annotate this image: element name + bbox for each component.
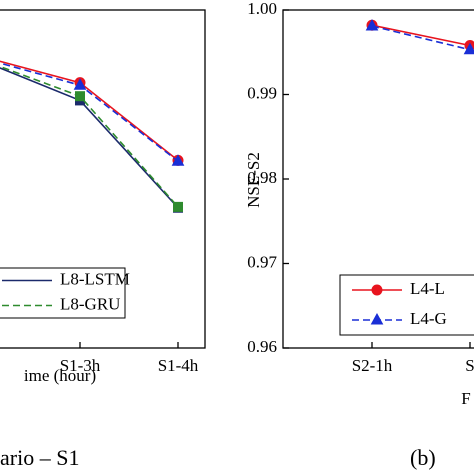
- y-tick-label: 0.98: [247, 168, 277, 187]
- legend-label: L8-LSTM: [60, 269, 130, 288]
- plot-area: [365, 19, 474, 55]
- y-tick-label: 0.96: [247, 337, 277, 356]
- plot-frame: [0, 9, 206, 349]
- x-tick-label: S1-3h: [60, 356, 101, 375]
- point: [371, 284, 383, 296]
- legend-label: L8-GRU: [60, 294, 120, 313]
- plot-area: [0, 60, 185, 213]
- caption: ario – S1: [0, 445, 79, 470]
- y-axis-label: NSE-S2: [244, 152, 263, 208]
- line: [0, 67, 179, 209]
- x-tick-label: S2-1h: [352, 356, 393, 375]
- x-axis-label: ime (hour): [24, 366, 96, 385]
- x-axis-label: F: [461, 389, 470, 408]
- legend-box: [0, 267, 126, 319]
- legend-box: [339, 274, 474, 336]
- line: [0, 65, 179, 208]
- point: [370, 312, 384, 325]
- point: [75, 91, 85, 102]
- point: [171, 154, 185, 166]
- y-tick-label: 0.99: [247, 83, 277, 102]
- legend-label: L4-L: [410, 279, 445, 298]
- y-tick-label: 1.00: [247, 0, 277, 18]
- x-tick-label: S1-4h: [158, 356, 199, 375]
- point: [463, 42, 474, 55]
- x-tick-label: S: [465, 356, 474, 375]
- point: [73, 78, 87, 90]
- line: [0, 60, 179, 162]
- line: [371, 25, 471, 51]
- legend-label: L4-G: [410, 309, 447, 328]
- point: [365, 19, 379, 31]
- point: [173, 201, 183, 212]
- caption: (b): [410, 445, 436, 470]
- line: [371, 24, 471, 47]
- y-tick-label: 0.97: [247, 252, 277, 271]
